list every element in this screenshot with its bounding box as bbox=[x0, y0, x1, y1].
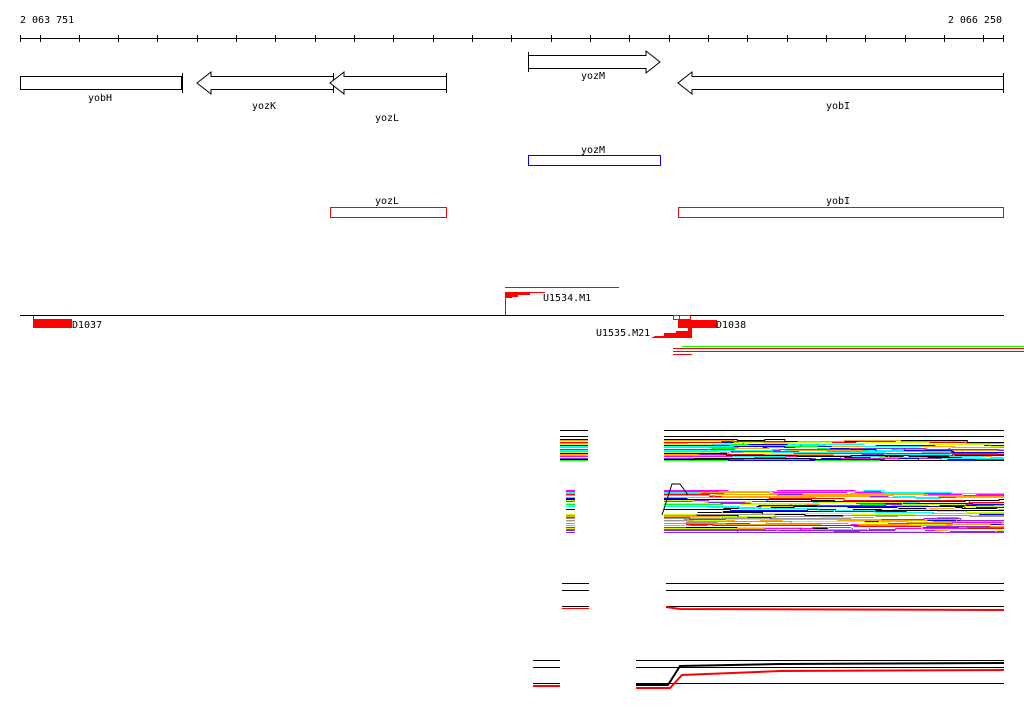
gene-yozM[interactable] bbox=[528, 49, 661, 75]
gene-track bbox=[20, 49, 1004, 96]
profile-line bbox=[664, 448, 1004, 451]
profile-line bbox=[664, 524, 1004, 529]
gene-label-yozL: yozL bbox=[375, 113, 399, 124]
annotation-label-yobI: yobI bbox=[826, 196, 850, 207]
profile-line bbox=[664, 442, 1004, 447]
gene-yozK[interactable] bbox=[196, 70, 334, 96]
profile-line bbox=[664, 506, 1004, 514]
feature-u1534[interactable] bbox=[505, 292, 545, 315]
feature-d1037[interactable] bbox=[33, 316, 72, 328]
annotation-label-yozL: yozL bbox=[375, 196, 399, 207]
profile-line bbox=[665, 606, 1005, 611]
ruler-ticks bbox=[20, 35, 1004, 42]
ruler-start-label: 2 063 751 bbox=[20, 15, 74, 26]
profile-line bbox=[664, 458, 1004, 461]
gene-label-yobI: yobI bbox=[826, 101, 850, 112]
feature-d1038[interactable] bbox=[673, 315, 718, 329]
annotation-yozM[interactable] bbox=[528, 155, 661, 166]
feature-u1535[interactable] bbox=[651, 328, 692, 338]
profile-line bbox=[664, 501, 1004, 508]
expression-plots bbox=[533, 430, 1005, 689]
feature-label-u1534: U1534.M1 bbox=[543, 293, 591, 304]
profile-peak bbox=[661, 483, 689, 516]
gene-yobH[interactable] bbox=[20, 73, 183, 93]
coordinate-ruler: 2 063 751 2 066 250 bbox=[20, 15, 1004, 42]
profile-line bbox=[664, 514, 1004, 517]
annotation-yozL[interactable] bbox=[330, 207, 447, 218]
profile-line bbox=[664, 440, 1004, 444]
profile-line bbox=[664, 500, 1004, 507]
gene-yozL[interactable] bbox=[329, 70, 447, 96]
annotation-label-yozM: yozM bbox=[581, 145, 605, 156]
profile-line bbox=[664, 450, 1004, 459]
annotation-yobI[interactable] bbox=[678, 207, 1004, 218]
feature-label-d1038: D1038 bbox=[716, 320, 746, 331]
profile-line bbox=[636, 669, 1005, 689]
profile-line bbox=[664, 439, 1004, 443]
ruler-end-label: 2 066 250 bbox=[948, 15, 1002, 26]
profile-line bbox=[664, 495, 1005, 499]
profile-line bbox=[664, 516, 1004, 523]
profile-line bbox=[664, 511, 1004, 518]
feature-label-u1535: U1535.M21 bbox=[596, 328, 650, 339]
profile-line bbox=[636, 662, 1005, 686]
gene-label-yobH: yobH bbox=[88, 93, 112, 104]
gene-label-yozM: yozM bbox=[581, 71, 605, 82]
profile-line bbox=[664, 494, 1004, 497]
gene-yobI[interactable] bbox=[677, 70, 1004, 96]
profile-line bbox=[664, 530, 1004, 532]
profile-line bbox=[664, 496, 1004, 498]
gene-label-yozK: yozK bbox=[252, 101, 276, 112]
profile-line bbox=[664, 524, 1004, 530]
feature-label-d1037: D1037 bbox=[72, 320, 102, 331]
profile-line bbox=[664, 490, 1004, 494]
